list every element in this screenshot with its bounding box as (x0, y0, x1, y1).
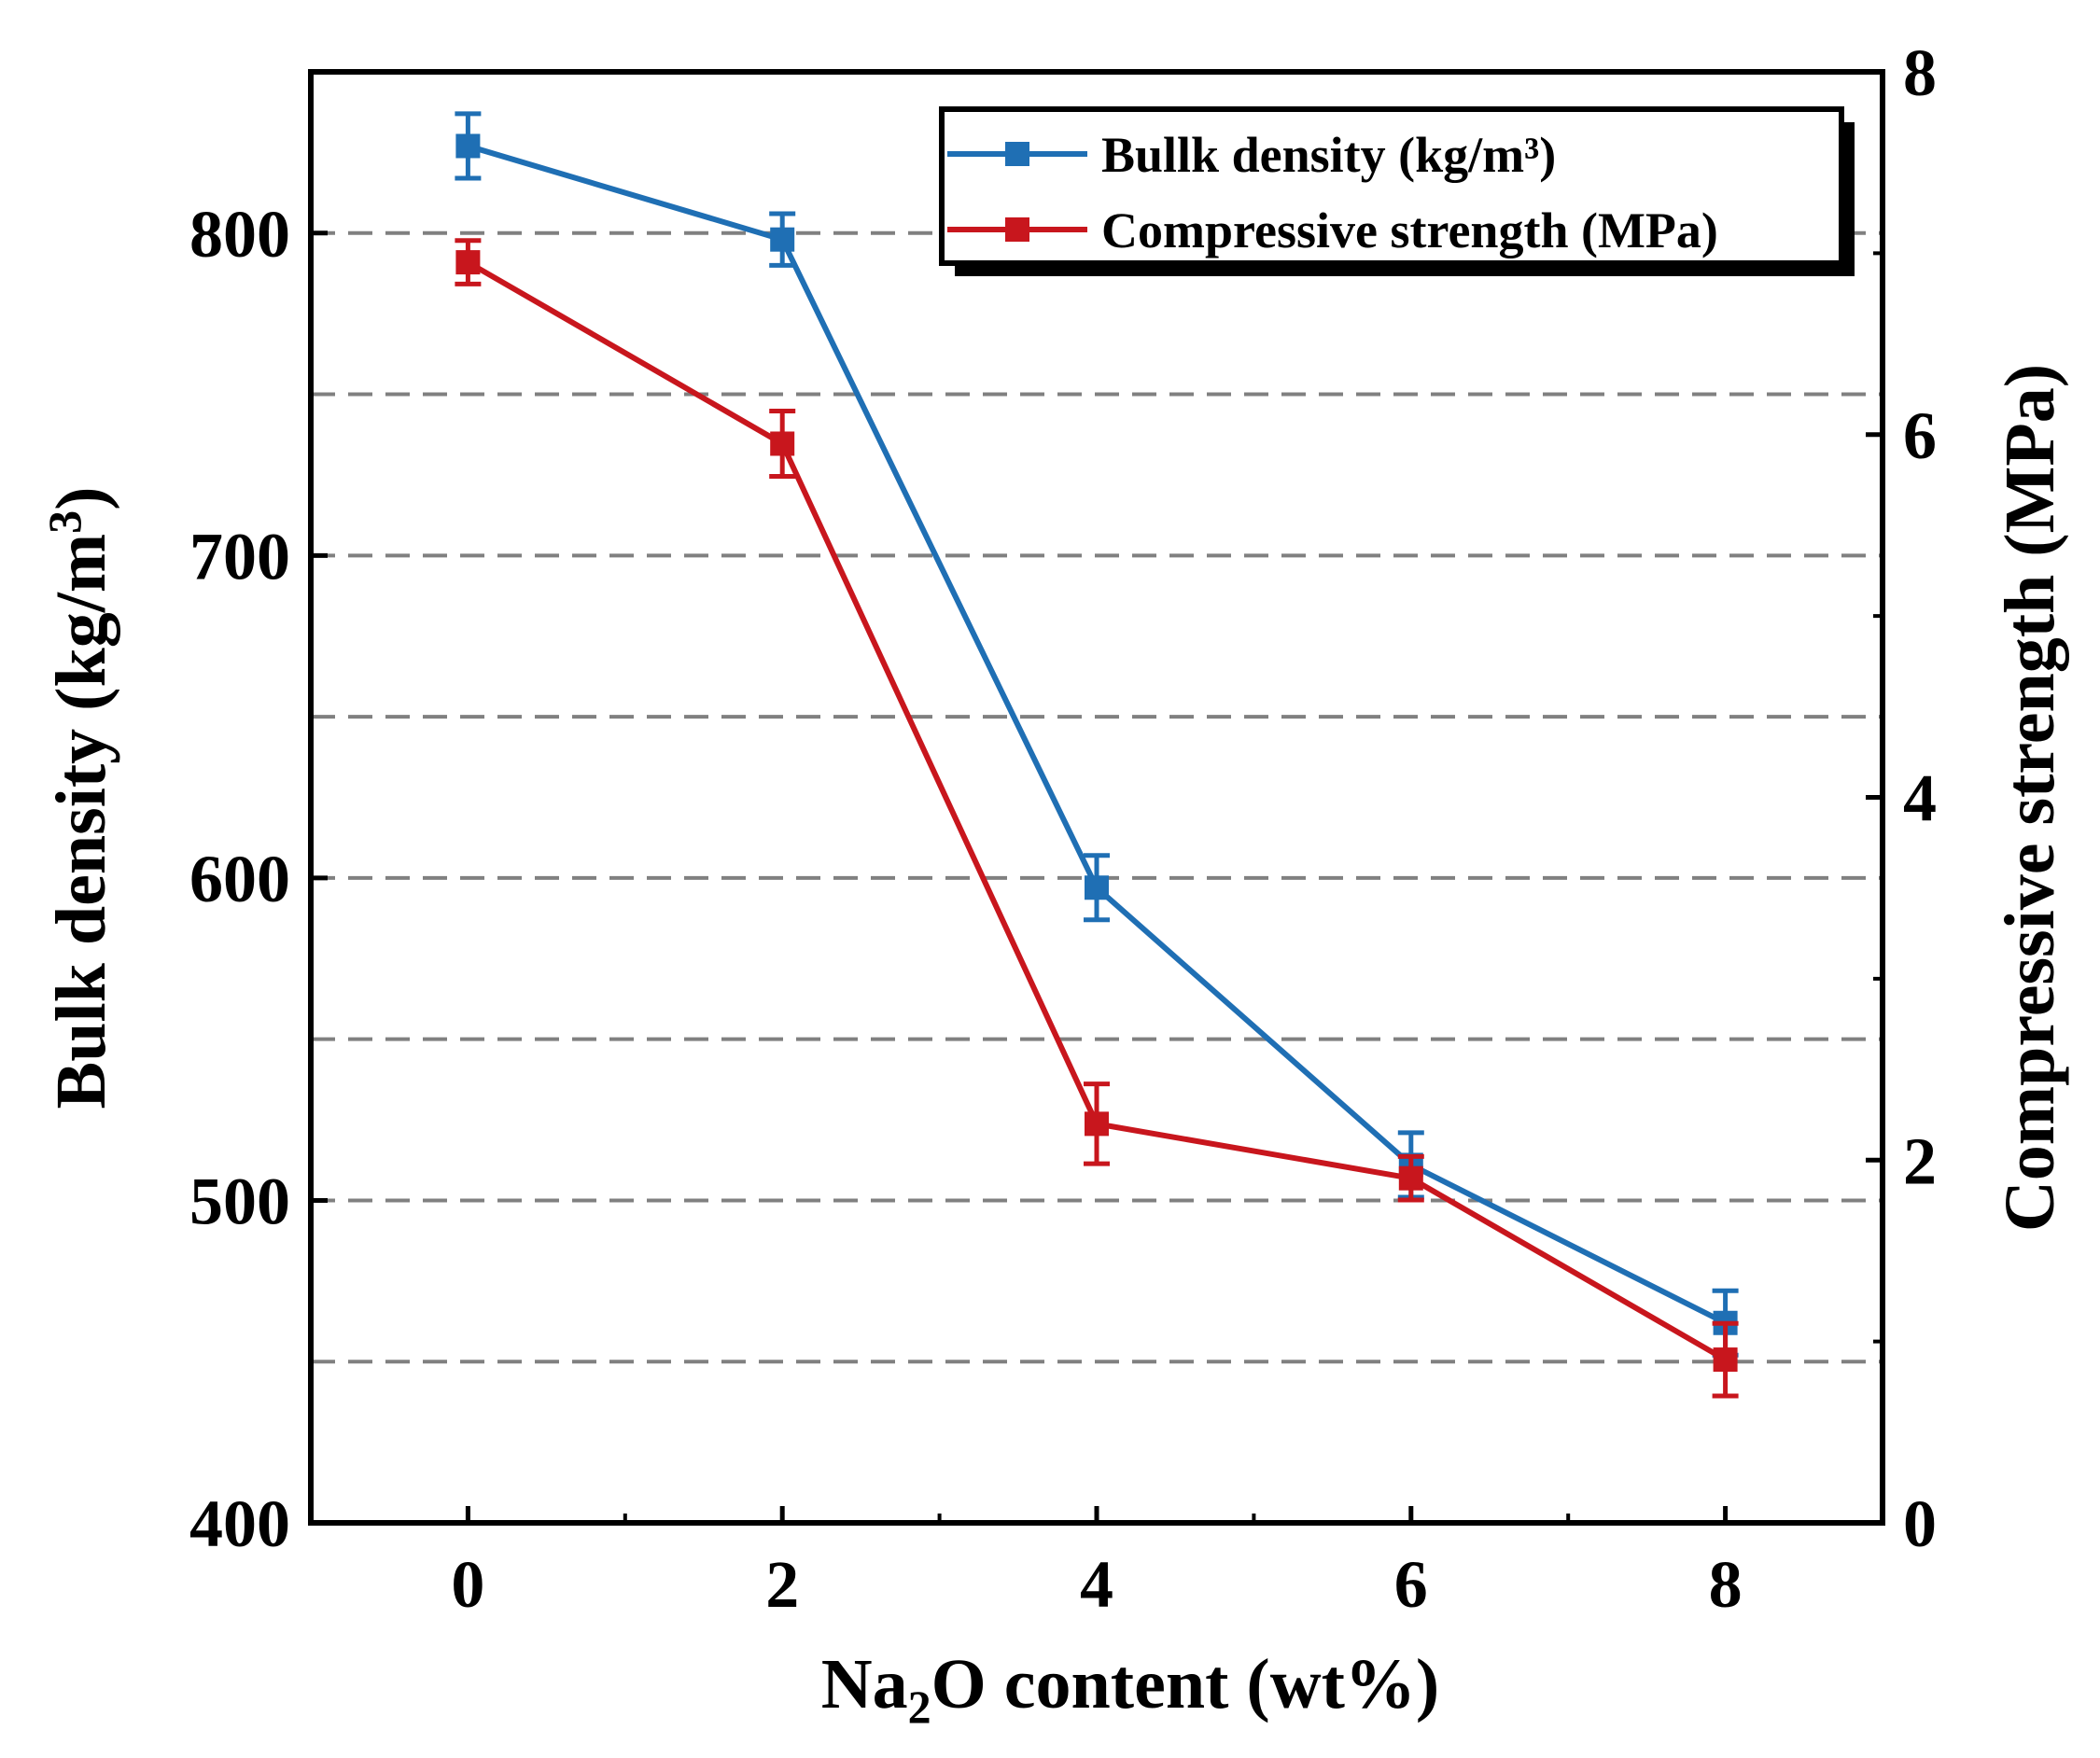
legend-marker-compressive-strength (1005, 217, 1029, 242)
data-point (1085, 875, 1109, 900)
gridlines (311, 230, 1883, 1364)
series-bulk-density (455, 111, 1739, 1358)
y-right-tick-label: 2 (1903, 1123, 1937, 1198)
data-point (455, 133, 481, 159)
y-right-tick-label: 0 (1903, 1486, 1937, 1561)
legend-label-bulk-density: Bullk density (kg/m³) (1101, 127, 1556, 183)
y-right-tick-label: 6 (1903, 398, 1937, 473)
legend-box (939, 106, 1844, 266)
y-right-tick-label: 8 (1903, 35, 1937, 110)
series-line-compressive-strength (466, 259, 1728, 1362)
data-point (1398, 1165, 1423, 1191)
y-left-tick-label: 700 (189, 519, 290, 593)
y-axis-right-title: Compressive strength (MPa) (1991, 364, 2069, 1232)
x-tick-label: 0 (451, 1547, 484, 1622)
data-point (1713, 1347, 1738, 1373)
x-tick-label: 8 (1709, 1547, 1743, 1622)
x-tick-label: 2 (765, 1547, 799, 1622)
plot-frame (308, 69, 1885, 1526)
axis-ticks: 0 2 4 6 8 400 500 600 700 800 0 2 4 6 8 (189, 35, 1937, 1622)
x-tick-label: 4 (1080, 1547, 1113, 1622)
data-point (770, 227, 795, 252)
y-left-tick-label: 600 (189, 842, 290, 916)
y-left-tick-label: 500 (189, 1164, 290, 1238)
legend-marker-bulk-density (1005, 142, 1029, 166)
y-left-tick-label: 800 (189, 197, 290, 272)
data-point (455, 250, 481, 275)
data-point (1085, 1111, 1109, 1137)
y-left-tick-label: 400 (189, 1486, 290, 1561)
series-compressive-strength (455, 238, 1739, 1399)
series-group (455, 111, 1739, 1399)
data-point (770, 431, 795, 456)
x-tick-label: 6 (1394, 1547, 1428, 1622)
y-axis-left-title: Bulk density (kg/m3) (38, 487, 120, 1109)
legend-label-compressive-strength: Compressive strength (MPa) (1101, 202, 1718, 258)
y-right-tick-label: 4 (1903, 761, 1937, 836)
x-axis-title: Na2O content (wt%) (821, 1645, 1439, 1733)
legend: Bullk density (kg/m³) Compressive streng… (939, 106, 1855, 276)
